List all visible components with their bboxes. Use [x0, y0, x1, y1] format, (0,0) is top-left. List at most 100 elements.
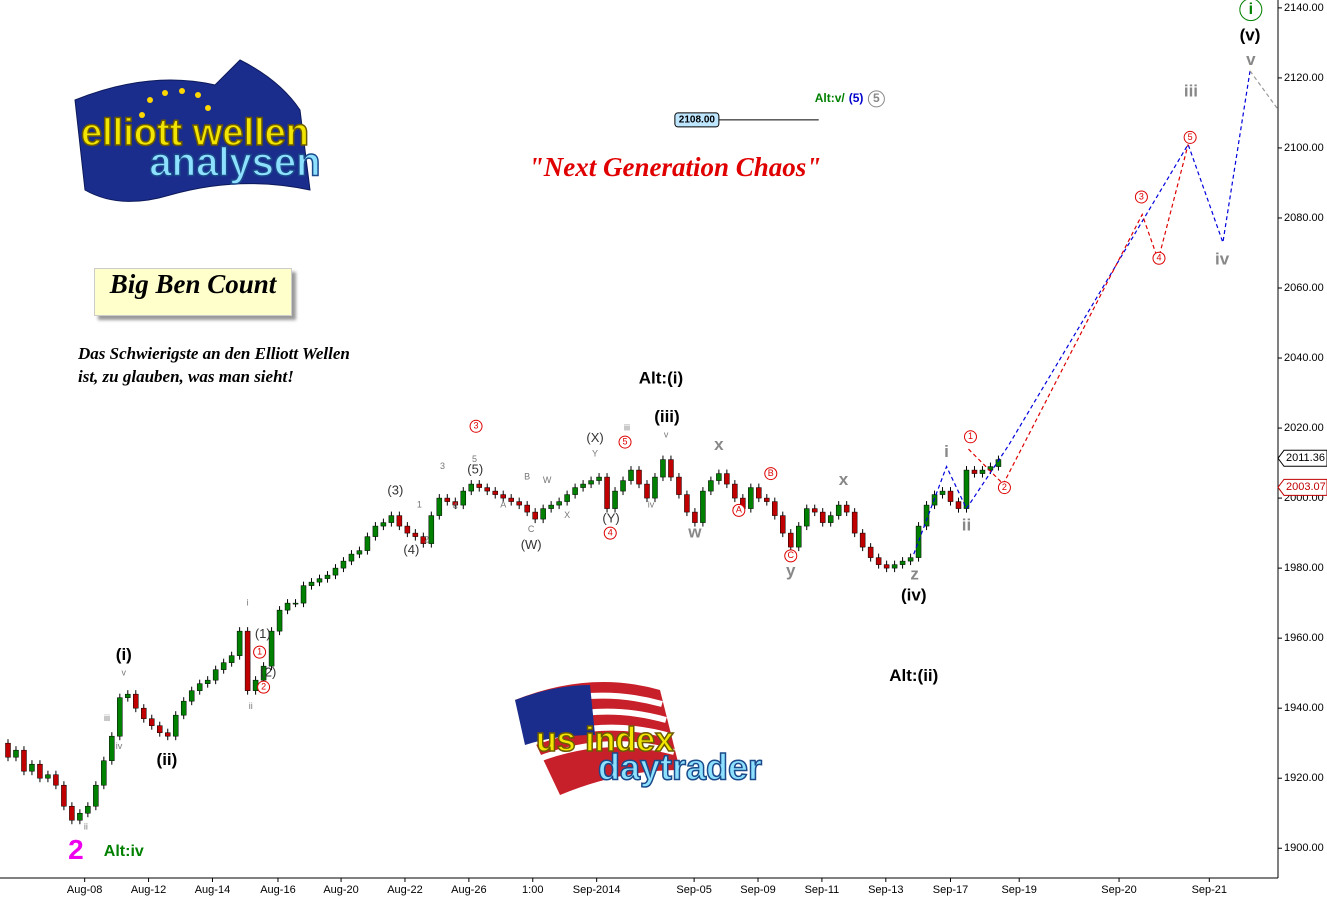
wave-ring — [764, 467, 778, 481]
candle-body — [756, 487, 762, 499]
candle-body — [859, 532, 866, 548]
wave-label: (ii) — [157, 750, 178, 769]
candle-body — [716, 473, 722, 481]
y-tick-label: 2040.00 — [1284, 352, 1324, 364]
candle-body — [660, 459, 666, 478]
wave-label: W — [543, 475, 552, 485]
candle-body — [971, 469, 978, 474]
y-tick-label: 1900.00 — [1284, 842, 1324, 854]
candle-body — [316, 578, 323, 583]
candle-body — [364, 536, 371, 551]
candle-body — [851, 511, 858, 534]
candle-body — [308, 581, 315, 586]
wave-label: 2 — [1002, 482, 1007, 492]
candle-body — [388, 515, 395, 523]
wave-label: ii — [962, 516, 971, 535]
y-tick-label: 2120.00 — [1284, 72, 1324, 84]
candle-body — [516, 501, 522, 506]
candle-body — [244, 630, 251, 691]
wave-label: 1 — [968, 431, 973, 441]
candle-body — [348, 553, 355, 562]
candle-body — [436, 497, 443, 516]
wave-label: (v) — [1240, 25, 1261, 44]
wave-label: 5 — [472, 454, 477, 464]
candle-body — [260, 665, 267, 681]
x-tick-label: Sep-09 — [740, 884, 775, 896]
candle-body — [540, 508, 546, 520]
x-tick-label: 1:00 — [522, 884, 543, 896]
candle-body — [508, 497, 514, 502]
candle-body — [620, 480, 626, 492]
projection-line — [913, 70, 1251, 555]
candle-body — [827, 515, 834, 523]
candle-body — [668, 459, 674, 478]
candle-body — [556, 501, 562, 506]
wave-label: x — [714, 435, 724, 454]
candle-body — [149, 718, 155, 726]
wave-label: i — [1249, 1, 1253, 18]
candle-body — [404, 525, 411, 534]
wave-label: 3 — [1139, 191, 1144, 201]
price-tag — [1277, 478, 1327, 496]
candle-body — [372, 525, 379, 537]
candle-body — [284, 602, 291, 611]
wave-label: (5) — [467, 462, 483, 477]
candle-body — [867, 546, 874, 558]
candle-body — [476, 483, 482, 488]
candle-body — [37, 763, 43, 779]
candle-body — [484, 487, 490, 492]
wave-label: A — [500, 499, 506, 509]
wave-ring — [963, 430, 977, 444]
candle-body — [101, 760, 107, 786]
wave-label: iii — [1184, 81, 1198, 100]
x-tick-label: Aug-22 — [387, 884, 422, 896]
candle-body — [276, 609, 283, 632]
candle-body — [324, 574, 331, 579]
candle-body — [891, 564, 898, 569]
candle-body — [748, 487, 754, 509]
candle-body — [29, 763, 35, 772]
candle-body — [396, 515, 403, 527]
wave-label: iv — [648, 499, 655, 509]
candle-body — [588, 480, 594, 485]
candle-body — [843, 504, 850, 513]
wave-label: 4 — [608, 527, 613, 537]
y-tick-label: 2060.00 — [1284, 282, 1324, 294]
x-tick-label: Sep-05 — [676, 884, 711, 896]
wave-ring — [603, 526, 617, 540]
candle-body — [572, 487, 578, 495]
x-tick-label: Aug-14 — [195, 884, 230, 896]
x-tick-label: Sep-20 — [1101, 884, 1136, 896]
wave-label: Y — [592, 449, 598, 459]
candle-body — [268, 630, 275, 667]
candle-body — [947, 490, 954, 502]
quote: Das Schwierigste an den Elliott Wellen i… — [78, 344, 350, 386]
wave-label: 4 — [1156, 253, 1161, 263]
y-tick-label: 1960.00 — [1284, 632, 1324, 644]
candle-body — [676, 476, 682, 495]
x-tick-label: Aug-08 — [67, 884, 102, 896]
candle-body — [61, 784, 67, 807]
wave-ring — [784, 549, 798, 563]
candle-body — [340, 560, 347, 569]
wave-label: x — [839, 470, 849, 489]
candle-body — [700, 490, 706, 523]
logo-text: daytrader — [598, 747, 762, 788]
wave-label: (3) — [387, 483, 403, 498]
wave-label: v — [122, 668, 127, 678]
candle-body — [13, 749, 19, 758]
x-tick-label: Aug-12 — [131, 884, 166, 896]
candle-body — [412, 532, 419, 537]
candle-body — [803, 508, 810, 527]
price-tag-label: 2011.36 — [1286, 452, 1325, 464]
count-box: Big Ben Count — [94, 268, 292, 316]
candle-body — [684, 494, 690, 513]
x-tick-label: Aug-16 — [260, 884, 295, 896]
candle-body — [45, 774, 51, 779]
candle-body — [907, 557, 914, 562]
candle-body — [188, 690, 195, 702]
projection-line — [968, 144, 1189, 486]
candle-body — [883, 564, 890, 569]
wave-label: 2 — [261, 682, 266, 692]
